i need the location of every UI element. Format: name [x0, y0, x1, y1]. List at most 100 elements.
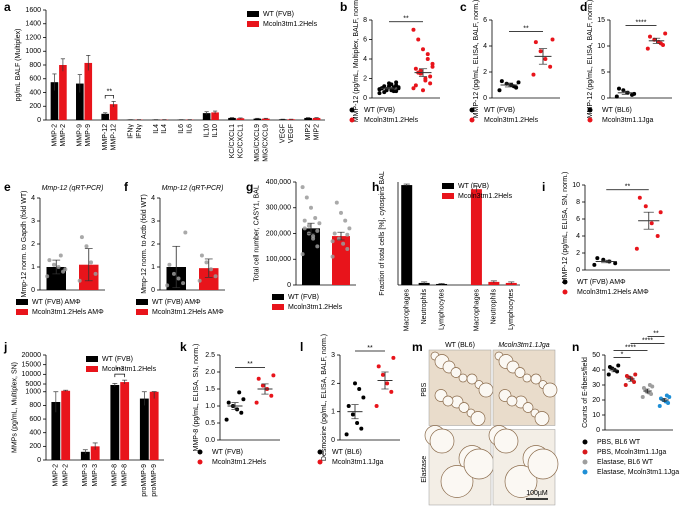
- legend-swatch: [349, 107, 355, 113]
- x-tick-label: MIP2: [313, 124, 320, 140]
- data-point: [260, 383, 265, 388]
- data-point: [224, 417, 229, 422]
- alveolus: [470, 411, 486, 426]
- y-tick-label: 0: [363, 95, 367, 102]
- y-tick-label: 600: [29, 416, 41, 423]
- bar: [278, 119, 287, 120]
- alveolus: [504, 465, 538, 498]
- legend-swatch: [247, 11, 259, 17]
- y-tick-label: 1: [151, 264, 155, 271]
- y-tick-label: 0.5: [205, 420, 215, 427]
- data-point: [543, 57, 548, 61]
- data-point: [499, 79, 504, 84]
- y-tick-label: 1200: [25, 34, 41, 41]
- y-tick-label: 600: [29, 76, 41, 83]
- data-point: [411, 86, 416, 91]
- data-point: [658, 210, 663, 215]
- legend-swatch: [469, 117, 475, 123]
- data-point: [616, 86, 621, 91]
- data-point: [355, 421, 360, 425]
- data-point: [315, 244, 320, 249]
- data-point: [237, 390, 242, 395]
- y-tick-label: 50: [592, 352, 600, 359]
- x-tick-label: IL6: [187, 124, 194, 134]
- data-point: [300, 185, 305, 190]
- legend-swatch: [442, 183, 454, 189]
- y-tick-label: 3: [151, 218, 155, 225]
- legend-swatch: [582, 459, 588, 465]
- data-point: [428, 74, 433, 79]
- x-tick-label: IFNγ: [136, 124, 143, 139]
- data-point: [315, 228, 320, 233]
- legend-swatch: [317, 449, 323, 455]
- bar: [59, 65, 67, 120]
- y-tick-label: 2: [576, 250, 580, 257]
- data-point: [47, 258, 52, 263]
- data-point: [204, 260, 209, 265]
- data-point: [361, 395, 366, 400]
- bar: [90, 446, 100, 460]
- alveolus: [458, 373, 468, 383]
- legend-label: Mcoln3tm1.2Hels AMΦ: [152, 309, 224, 316]
- data-point: [416, 37, 421, 42]
- y-axis-label: Total cell number, CASY1, BAL: [254, 185, 261, 282]
- y-tick-label: 40: [592, 367, 600, 374]
- column-label: Mcoln3tm1.1Jga: [498, 342, 549, 349]
- data-point: [271, 373, 276, 378]
- legend-swatch: [247, 21, 259, 27]
- data-point: [413, 66, 418, 71]
- y-axis-label: Fraction of total cells [%], cytospins B…: [379, 171, 386, 296]
- y-tick-label: 10000: [22, 371, 42, 378]
- data-point: [516, 80, 521, 85]
- y-tick-label: 2.5: [205, 352, 215, 359]
- x-tick-label: Macrophages: [404, 289, 411, 332]
- panel-letter: e: [4, 180, 11, 194]
- bar: [401, 185, 413, 285]
- y-tick-label: 1600: [25, 7, 41, 14]
- legend-label: Mcoln3tm1.1Jga: [332, 459, 383, 466]
- bar: [46, 267, 66, 290]
- legend-swatch: [349, 117, 355, 123]
- data-point: [394, 80, 399, 85]
- data-point: [538, 49, 543, 54]
- legend-label: WT (FVB): [364, 107, 395, 114]
- y-axis-label: MMP-12 (pg/mL, ELISA, BALF, norm.): [587, 0, 594, 118]
- y-tick-label: 6: [576, 216, 580, 223]
- legend-swatch: [582, 469, 588, 475]
- bar: [80, 451, 90, 460]
- data-point: [269, 393, 274, 398]
- data-point: [647, 34, 652, 39]
- y-tick-label: 5000: [25, 381, 41, 388]
- data-point: [226, 400, 231, 405]
- data-point: [304, 195, 309, 200]
- bar: [149, 391, 159, 460]
- data-point: [197, 278, 202, 283]
- data-point: [616, 363, 621, 368]
- data-point: [391, 355, 396, 360]
- panel-letter: g: [246, 180, 253, 194]
- data-point: [93, 271, 98, 276]
- data-point: [56, 265, 61, 269]
- data-point: [640, 395, 645, 399]
- legend-label: WT (FVB) AMΦ: [32, 299, 81, 306]
- panel-letter: h: [372, 180, 379, 194]
- panel-letter: j: [3, 340, 7, 354]
- significance-label: **: [403, 16, 409, 23]
- y-tick-label: 0: [151, 287, 155, 294]
- data-point: [376, 364, 381, 369]
- significance-label: ****: [642, 337, 653, 344]
- y-tick-label: 4: [151, 195, 155, 202]
- significance-label: **: [653, 330, 659, 337]
- data-point: [430, 61, 435, 66]
- x-tick-label: MMP-2: [63, 464, 70, 487]
- legend-swatch: [562, 289, 568, 295]
- data-point: [256, 376, 261, 381]
- y-tick-label: 0.0: [205, 437, 215, 444]
- data-point: [176, 276, 181, 281]
- data-point: [425, 57, 430, 61]
- legend-swatch: [136, 309, 148, 315]
- y-tick-label: 200,000: [266, 230, 291, 237]
- y-axis-label: Counts of E-fibers/field: [582, 357, 589, 428]
- y-tick-label: 20: [592, 397, 600, 404]
- data-point: [300, 252, 305, 257]
